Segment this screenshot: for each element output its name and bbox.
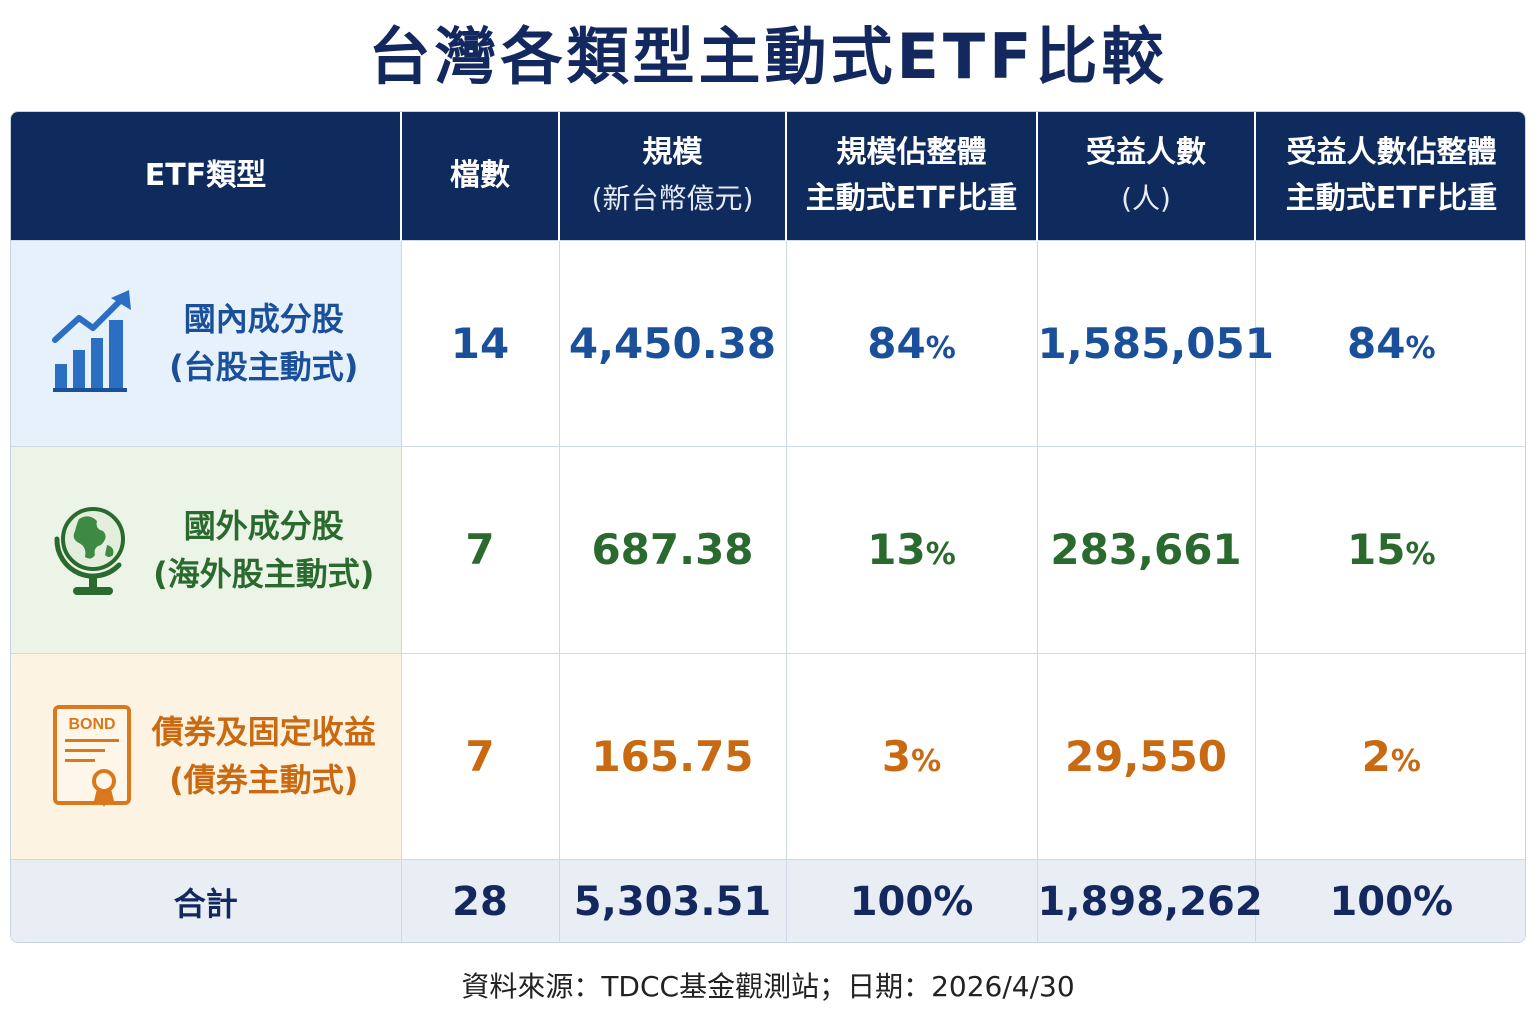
bond-certificate-icon: BOND: [53, 705, 131, 808]
header-scale: 規模 (新台幣億元): [559, 112, 787, 240]
globe-icon: [54, 506, 125, 595]
total-holders: 1,898,262: [1037, 859, 1263, 942]
header-holders-share-line2: 主動式ETF比重: [1285, 180, 1498, 216]
scale-cell: 165.75: [559, 652, 787, 860]
holders-share-value: 2: [1361, 731, 1391, 781]
header-scale-share-line2: 主動式ETF比重: [805, 180, 1018, 216]
total-holders-share: 100%: [1255, 859, 1525, 942]
header-holders-unit: (人): [1121, 181, 1171, 215]
scale-cell: 687.38: [559, 446, 787, 654]
total-label: 合計: [11, 859, 402, 942]
rising-bar-chart-icon: [52, 290, 131, 393]
percent-sign: %: [1405, 537, 1436, 573]
scale-cell: 4,450.38: [559, 239, 787, 447]
count-cell: 7: [401, 446, 560, 654]
count-cell: 7: [401, 652, 560, 860]
header-count-label: 檔數: [450, 157, 510, 193]
type-name: 債券及固定收益: [151, 713, 376, 752]
scale-share-cell: 3%: [786, 652, 1038, 860]
table-row-bond: BOND 債券及固定收益 (債券主動式) 7 165.75 3: [11, 652, 1525, 860]
holders-share-value: 15: [1346, 525, 1406, 575]
holders-cell: 1,585,051: [1037, 239, 1274, 447]
source-footnote: 資料來源：TDCC基金觀測站；日期：2026/4/30: [461, 970, 1075, 1003]
holders-cell: 29,550: [1037, 652, 1256, 860]
header-scale-share: 規模佔整體 主動式ETF比重: [786, 112, 1038, 240]
etf-comparison-table: ETF類型 檔數 規模 (新台幣億元) 規模佔整體 主動式ETF比重 受益人數 …: [10, 111, 1526, 943]
header-etf-type: ETF類型: [11, 112, 402, 240]
percent-sign: %: [925, 537, 956, 573]
type-subtitle: (債券主動式): [169, 761, 359, 800]
header-scale-share-line1: 規模佔整體: [836, 134, 987, 170]
type-name: 國外成分股: [183, 506, 344, 545]
percent-sign: %: [911, 743, 942, 779]
header-scale-label: 規模: [642, 134, 703, 170]
scale-share-value: 3: [881, 731, 912, 781]
holders-share-cell: 15%: [1255, 446, 1525, 654]
scale-share-cell: 84%: [786, 239, 1038, 447]
count-cell: 14: [401, 239, 560, 447]
header-holders: 受益人數 (人): [1037, 112, 1256, 240]
total-count: 28: [401, 859, 560, 942]
header-holders-share-line1: 受益人數佔整體: [1286, 134, 1497, 170]
table-row-domestic: 國內成分股 (台股主動式) 14 4,450.38 84% 1,585,051 …: [11, 239, 1525, 447]
percent-sign: %: [925, 330, 956, 366]
scale-share-value: 13: [867, 525, 926, 575]
header-scale-unit: (新台幣億元): [591, 181, 754, 215]
type-subtitle: (台股主動式): [169, 348, 359, 387]
holders-share-value: 84: [1346, 318, 1406, 368]
type-subtitle: (海外股主動式): [153, 554, 375, 593]
holders-share-cell: 84%: [1255, 239, 1525, 447]
scale-share-value: 84: [867, 318, 926, 368]
header-holders-share: 受益人數佔整體 主動式ETF比重: [1255, 112, 1525, 240]
header-etf-type-label: ETF類型: [144, 157, 267, 193]
holders-share-cell: 2%: [1255, 652, 1525, 860]
bond-icon-label: BOND: [68, 716, 115, 733]
holders-cell: 283,661: [1037, 446, 1256, 654]
type-cell-overseas: 國外成分股 (海外股主動式): [11, 446, 402, 654]
type-cell-bond: BOND 債券及固定收益 (債券主動式): [11, 652, 402, 860]
total-scale: 5,303.51: [559, 859, 787, 942]
percent-sign: %: [1405, 330, 1436, 366]
table-row-overseas: 國外成分股 (海外股主動式) 7 687.38 13% 283,661 15%: [11, 446, 1525, 654]
type-name: 國內成分股: [183, 300, 344, 339]
percent-sign: %: [1390, 743, 1421, 779]
type-cell-domestic: 國內成分股 (台股主動式): [11, 239, 402, 447]
header-holders-label: 受益人數: [1086, 134, 1206, 170]
header-count: 檔數: [401, 112, 560, 240]
table-row-total: 合計 28 5,303.51 100% 1,898,262 100%: [11, 859, 1525, 942]
header-row: ETF類型 檔數 規模 (新台幣億元) 規模佔整體 主動式ETF比重 受益人數 …: [11, 112, 1525, 240]
page-title: 台灣各類型主動式ETF比較: [368, 20, 1168, 93]
scale-share-cell: 13%: [786, 446, 1038, 654]
total-scale-share: 100%: [786, 859, 1038, 942]
